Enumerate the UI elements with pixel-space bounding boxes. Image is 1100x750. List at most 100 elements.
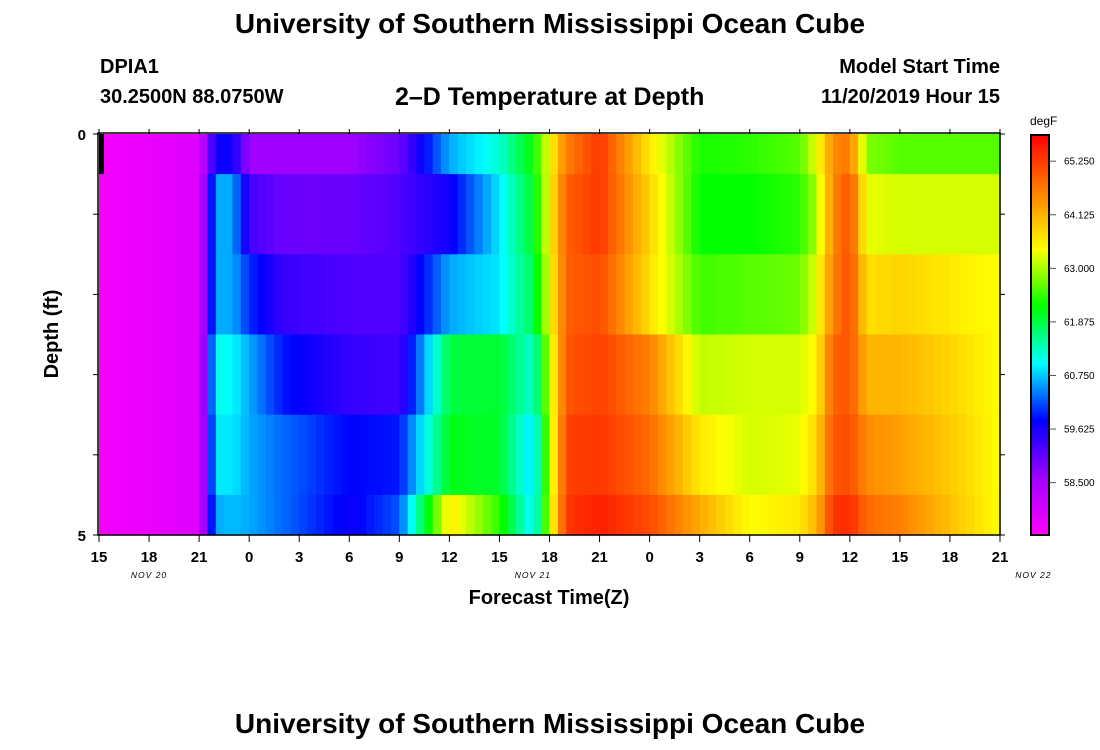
heatmap-cell: [733, 254, 742, 336]
heatmap-cell: [924, 174, 934, 255]
heatmap-cell: [541, 494, 551, 536]
heatmap-cell: [616, 254, 626, 336]
heatmap-cell: [741, 414, 751, 496]
heatmap-cell: [466, 414, 476, 496]
heatmap-cell: [582, 174, 592, 255]
heatmap-cell: [824, 254, 834, 336]
heatmap-cell: [149, 414, 158, 496]
heatmap-cell: [399, 414, 409, 496]
heatmap-cell: [833, 414, 843, 496]
heatmap-cell: [299, 414, 309, 496]
heatmap-cell: [758, 494, 767, 536]
heatmap-cell: [933, 174, 943, 255]
heatmap-cell: [824, 414, 834, 496]
heatmap-cell: [282, 494, 292, 536]
heatmap-cell: [240, 134, 250, 175]
heatmap-cell: [332, 174, 342, 255]
heatmap-cell: [232, 254, 242, 336]
heatmap-cell: [407, 334, 417, 416]
y-axis: 05: [78, 127, 1005, 545]
heatmap-cell: [933, 494, 943, 536]
heatmap-cell: [424, 134, 434, 175]
heatmap-cell: [207, 254, 217, 336]
heatmap-cell: [257, 134, 267, 175]
heatmap-cell: [149, 334, 158, 416]
heatmap-cell: [624, 494, 634, 536]
heatmap-cell: [841, 334, 851, 416]
heatmap-cell: [249, 494, 259, 536]
heatmap-cell: [432, 134, 442, 175]
heatmap-cell: [983, 174, 993, 255]
heatmap-cell: [190, 134, 200, 175]
heatmap-cell: [724, 494, 734, 536]
heatmap-cell: [299, 334, 309, 416]
heatmap-cell: [866, 334, 876, 416]
heatmap-cell: [390, 334, 400, 416]
heatmap-cell: [708, 134, 717, 175]
heatmap-cell: [132, 334, 142, 416]
heatmap-cell: [482, 134, 492, 175]
heatmap-cell: [824, 494, 834, 536]
heatmap-cell: [457, 494, 467, 536]
heatmap-cell: [157, 174, 167, 255]
heatmap-cell: [499, 254, 509, 336]
heatmap-cell: [299, 134, 309, 175]
heatmap-cell: [457, 334, 467, 416]
heatmap-cell: [849, 494, 859, 536]
colorbar: degF 65.250 64.125 63.000 61.875 60.750 59.62…: [1030, 114, 1095, 536]
heatmap-cell: [249, 334, 259, 416]
heatmap-cell: [432, 254, 442, 336]
heatmap-cell: [841, 494, 851, 536]
heatmap-cell: [891, 174, 901, 255]
heatmap-cell: [724, 334, 734, 416]
heatmap-cell: [282, 334, 292, 416]
heatmap-cell: [274, 414, 284, 496]
heatmap-cell: [891, 334, 901, 416]
station-id: DPIA1: [100, 56, 159, 78]
colorbar-unit: degF: [1030, 114, 1057, 128]
heatmap-cell: [207, 414, 217, 496]
heatmap-cell: [616, 134, 626, 175]
heatmap-cell: [808, 334, 818, 416]
heatmap-cell: [758, 254, 767, 336]
heatmap-cell: [607, 494, 617, 536]
heatmap-cell: [374, 494, 384, 536]
heatmap-cell: [816, 334, 826, 416]
heatmap-cell: [207, 134, 217, 175]
heatmap-cell: [307, 414, 317, 496]
heatmap-cell: [532, 414, 542, 496]
heatmap-cell: [983, 414, 993, 496]
heatmap-cell: [507, 494, 517, 536]
heatmap-cell: [958, 134, 968, 175]
heatmap-cell: [290, 254, 300, 336]
heatmap-cell: [666, 254, 676, 336]
heatmap-cell: [265, 494, 275, 536]
x-tick-label: 21: [191, 549, 208, 566]
heatmap-cell: [240, 334, 250, 416]
heatmap-cell: [599, 254, 609, 336]
heatmap-cell: [924, 334, 934, 416]
heatmap-cell: [632, 254, 642, 336]
heatmap-cell: [416, 174, 425, 255]
heatmap-cell: [591, 414, 601, 496]
heatmap-cell: [232, 174, 242, 255]
heatmap-cell: [174, 254, 184, 336]
heatmap-cell: [482, 174, 492, 255]
heatmap-cell: [891, 134, 901, 175]
heatmap-cell: [691, 494, 701, 536]
heatmap-cell: [883, 414, 893, 496]
heatmap-cell: [591, 134, 601, 175]
heatmap-cell: [641, 414, 651, 496]
heatmap-cell: [616, 414, 626, 496]
heatmap-cell: [949, 254, 959, 336]
heatmap-cell: [441, 254, 450, 336]
heatmap-cell: [674, 174, 684, 255]
heatmap-cell: [224, 414, 234, 496]
heatmap-cell: [374, 414, 384, 496]
heatmap-cells: [99, 134, 1001, 536]
x-tick-label: 9: [395, 549, 403, 566]
heatmap-cell: [507, 174, 517, 255]
heatmap-cell: [624, 334, 634, 416]
heatmap-cell: [833, 494, 843, 536]
heatmap-cell: [99, 494, 108, 536]
